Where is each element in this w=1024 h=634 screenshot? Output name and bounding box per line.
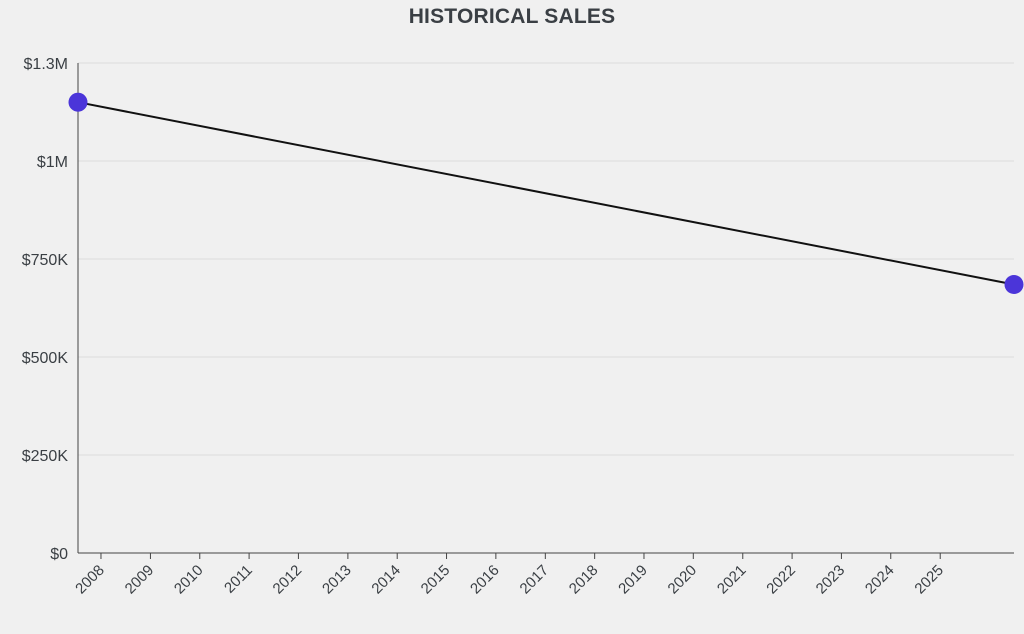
- x-tick-label: 2023: [813, 562, 849, 598]
- x-tick-label: 2013: [319, 562, 355, 598]
- x-tick-label: 2016: [467, 562, 503, 598]
- x-tick-label: 2012: [270, 562, 306, 598]
- y-tick-label: $1M: [37, 154, 68, 171]
- x-tick-label: 2011: [221, 562, 256, 597]
- x-tick-label: 2025: [911, 562, 947, 598]
- x-tick-label: 2020: [665, 562, 701, 598]
- x-tick-label: 2019: [615, 562, 651, 598]
- x-tick-label: 2022: [763, 562, 799, 598]
- y-tick-label: $750K: [22, 252, 69, 269]
- series-line: [77, 101, 1015, 286]
- y-tick-label: $0: [50, 546, 68, 563]
- axis-layer: $0 $250K $500K $750K $1M $1.3M 2008 2009 2010 201…: [22, 56, 1014, 597]
- x-tick-label: 2008: [72, 562, 108, 598]
- x-tick-label: 2015: [418, 562, 454, 598]
- x-tick-label: 2018: [566, 562, 602, 598]
- data-point[interactable]: [68, 92, 88, 112]
- x-tick-label: 2024: [862, 562, 898, 598]
- grid-layer: [78, 62, 1014, 456]
- series-layer: [68, 92, 1024, 294]
- y-tick-label: $250K: [22, 448, 69, 465]
- chart-title: HISTORICAL SALES: [408, 5, 616, 28]
- x-tick-label: 2021: [714, 562, 750, 598]
- x-tick-label: 2010: [171, 562, 207, 598]
- y-tick-label: $1.3M: [24, 56, 68, 73]
- y-tick-label: $500K: [22, 350, 69, 367]
- data-point[interactable]: [1004, 274, 1024, 294]
- x-tick-label: 2009: [122, 562, 158, 598]
- x-tick-label: 2014: [368, 562, 404, 598]
- x-tick-label: 2017: [517, 562, 553, 598]
